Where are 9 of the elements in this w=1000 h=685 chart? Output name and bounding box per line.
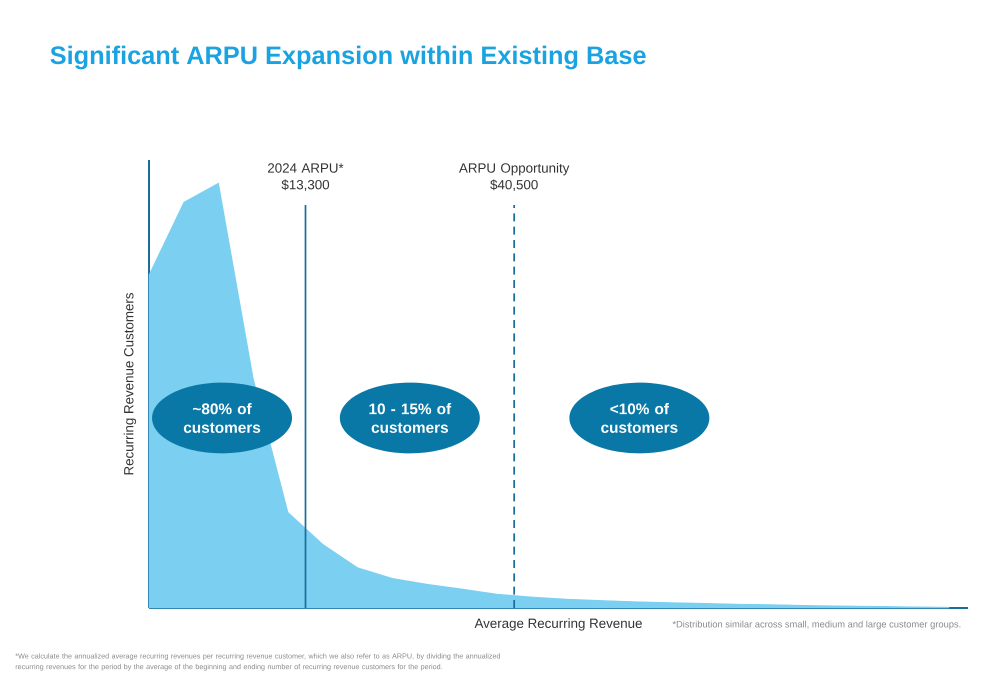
text: *Distribution similar across small, medium and large customer groups. (672, 620, 960, 630)
annotation: ~80% of customers (184, 403, 260, 433)
chart-title: Significant ARPU Expansion within Existing Base (50, 46, 646, 70)
annotation: 2024 ARPU* $13,300 (268, 163, 344, 191)
annotation: <10% of customers (601, 403, 678, 433)
annotation: 10 - 15% of customers (369, 403, 452, 433)
annotation: ARPU Opportunity $40,500 (458, 162, 570, 191)
y-axis-title: Recurring Revenue Customers (124, 292, 136, 474)
x-axis-title: Average Recurring Revenue (474, 618, 642, 631)
